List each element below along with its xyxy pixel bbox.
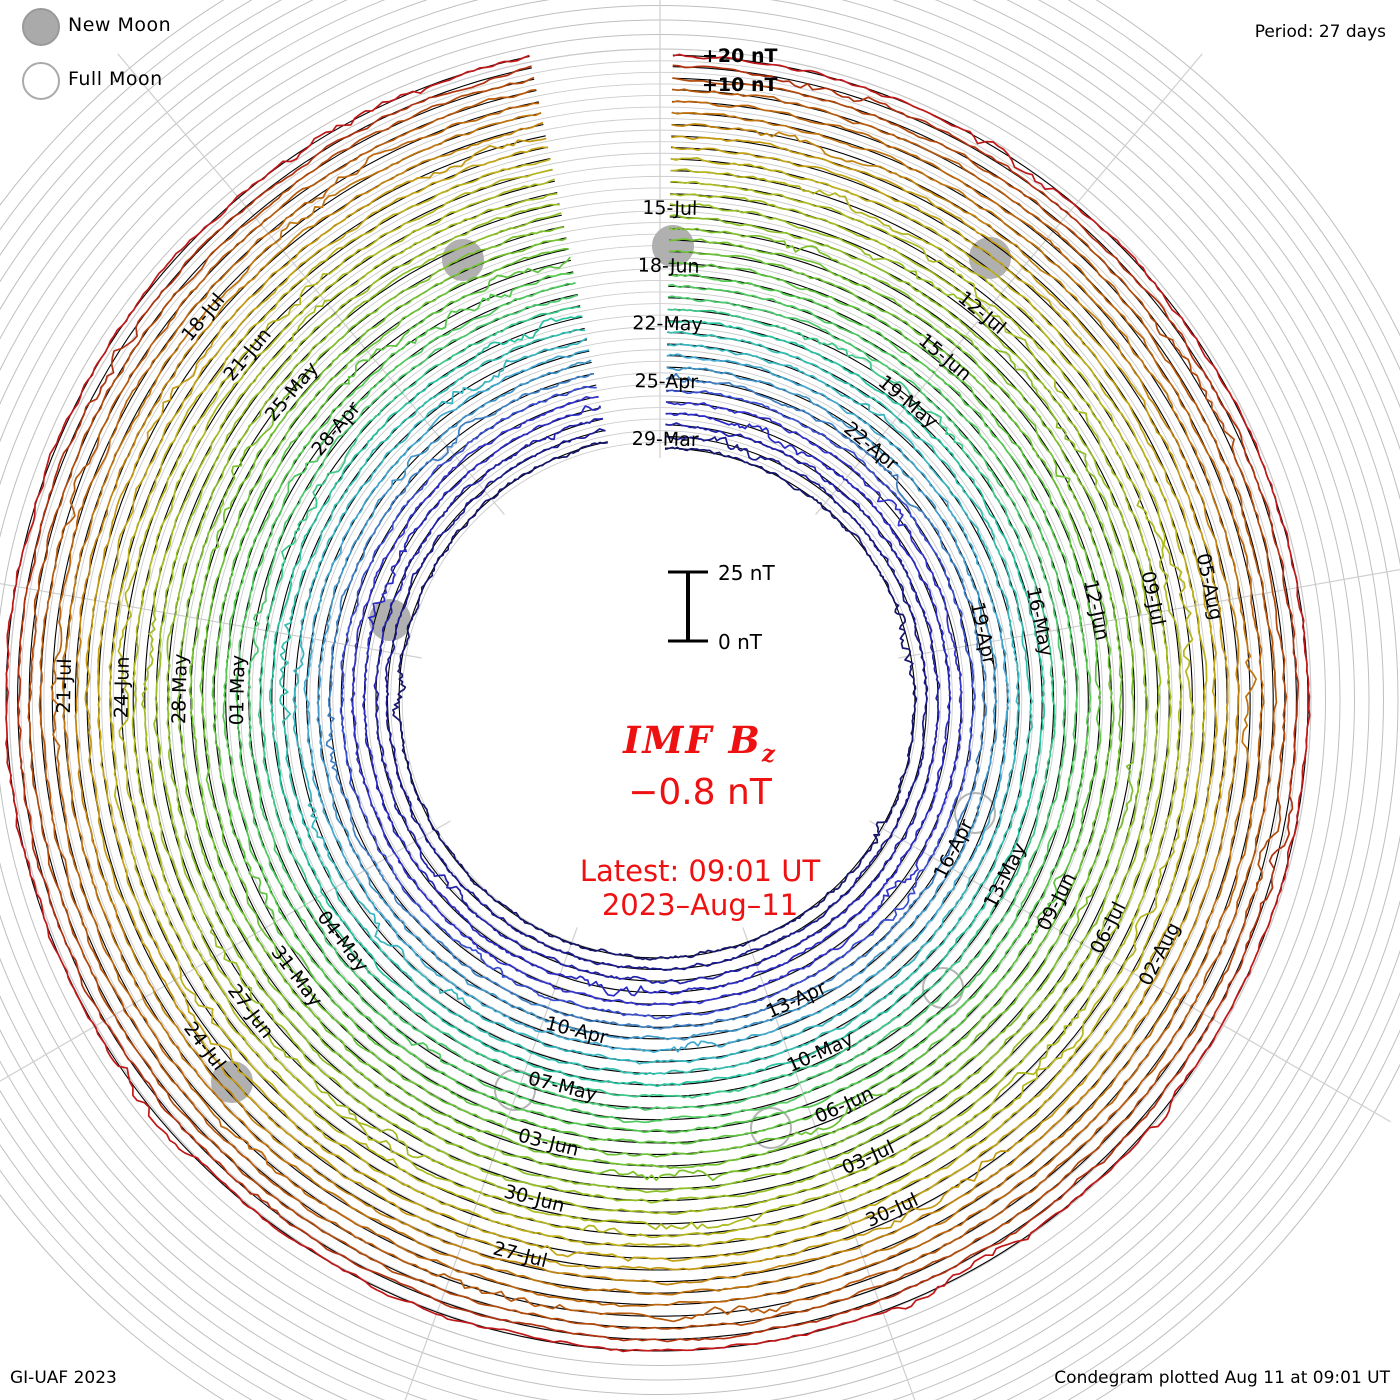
imf-bz-quantity: IMF B: [623, 718, 762, 762]
imf-bz-value: −0.8 nT: [628, 772, 772, 813]
track-30-jul: [27, 76, 1288, 1330]
period-label: Period: 27 days: [1254, 22, 1386, 42]
scale-bar-top-label: 25 nT: [718, 561, 775, 585]
baseline-arc-15-jun: [190, 237, 1124, 1167]
date-label-01-may: 01-May: [226, 655, 250, 726]
track-21-jul: [61, 111, 1257, 1296]
date-label-29-mar: 29-Mar: [632, 428, 699, 451]
track-03-jul: [131, 178, 1183, 1231]
track-12-jun: [199, 248, 1115, 1158]
ring-label-plus-20: +20 nT: [702, 45, 778, 67]
track-06-jun: [222, 271, 1092, 1134]
track-24-jul: [50, 100, 1265, 1308]
baseline-arc-27-jul: [40, 89, 1274, 1317]
track-09-jul: [108, 157, 1208, 1248]
track-09-jun: [211, 256, 1102, 1145]
track-18-jul: [74, 121, 1240, 1286]
latest-time: Latest: 09:01 UT: [579, 854, 821, 888]
track-30-jun: [141, 192, 1172, 1215]
baseline-arc-22-apr: [352, 395, 962, 1005]
plotted-label: Condegram plotted Aug 11 at 09:01 UT: [1054, 1368, 1390, 1388]
track-03-jun: [235, 281, 1079, 1124]
track-19-may: [279, 328, 1033, 1076]
date-label-22-may: 22-May: [632, 312, 703, 335]
imf-bz-subscript: z: [761, 740, 777, 768]
track-19-apr: [362, 405, 952, 997]
credit-label: GI-UAF 2023: [10, 1368, 117, 1388]
full-moon-swatch: [22, 62, 60, 100]
track-13-may: [303, 349, 1010, 1054]
date-label-15-jul: 15-Jul: [642, 197, 697, 220]
track-22-may: [268, 315, 1046, 1088]
track-25-apr: [339, 385, 976, 1020]
new-moon-label: New Moon: [68, 14, 172, 36]
track-27-jul: [38, 88, 1278, 1323]
track-24-jun: [153, 203, 1162, 1204]
imf-bz-title: IMF Bz: [0, 718, 1400, 767]
track-10-apr: [384, 428, 929, 971]
new-moon-marker: [652, 225, 694, 267]
track-29-mar: [392, 441, 918, 961]
track-18-jun: [176, 226, 1135, 1182]
track-05-aug: [5, 53, 1311, 1353]
track-02-aug: [17, 64, 1300, 1343]
date-label-25-apr: 25-Apr: [634, 370, 698, 393]
date-label-24-jun: 24-Jun: [111, 656, 134, 718]
track-10-may: [316, 359, 998, 1041]
track-15-jun: [188, 237, 1123, 1170]
baseline-arc-22-may: [271, 316, 1043, 1086]
track-21-jun: [166, 212, 1149, 1194]
full-moon-marker: [954, 792, 996, 834]
track-01-may: [246, 294, 1067, 1111]
full-moon-marker: [750, 1107, 792, 1149]
track-16-may: [292, 337, 1020, 1065]
new-moon-swatch: [22, 8, 60, 46]
scale-bar-bottom-label: 0 nT: [718, 630, 762, 654]
track-13-apr: [373, 417, 941, 985]
track-07-may: [325, 372, 987, 1030]
track-06-jul: [117, 168, 1195, 1239]
date-label-18-jun: 18-Jun: [638, 255, 700, 278]
date-label-28-may: 28-May: [168, 653, 192, 724]
track-15-jul: [84, 135, 1229, 1271]
full-moon-label: Full Moon: [68, 68, 163, 90]
track-28-may: [257, 306, 1056, 1099]
date-label-21-jul: 21-Jul: [53, 658, 76, 714]
latest-date: 2023–Aug–11: [601, 888, 799, 922]
ring-label-plus-10: +10 nT: [702, 74, 778, 96]
track-22-apr: [350, 395, 963, 1007]
track-12-jul: [97, 145, 1218, 1262]
